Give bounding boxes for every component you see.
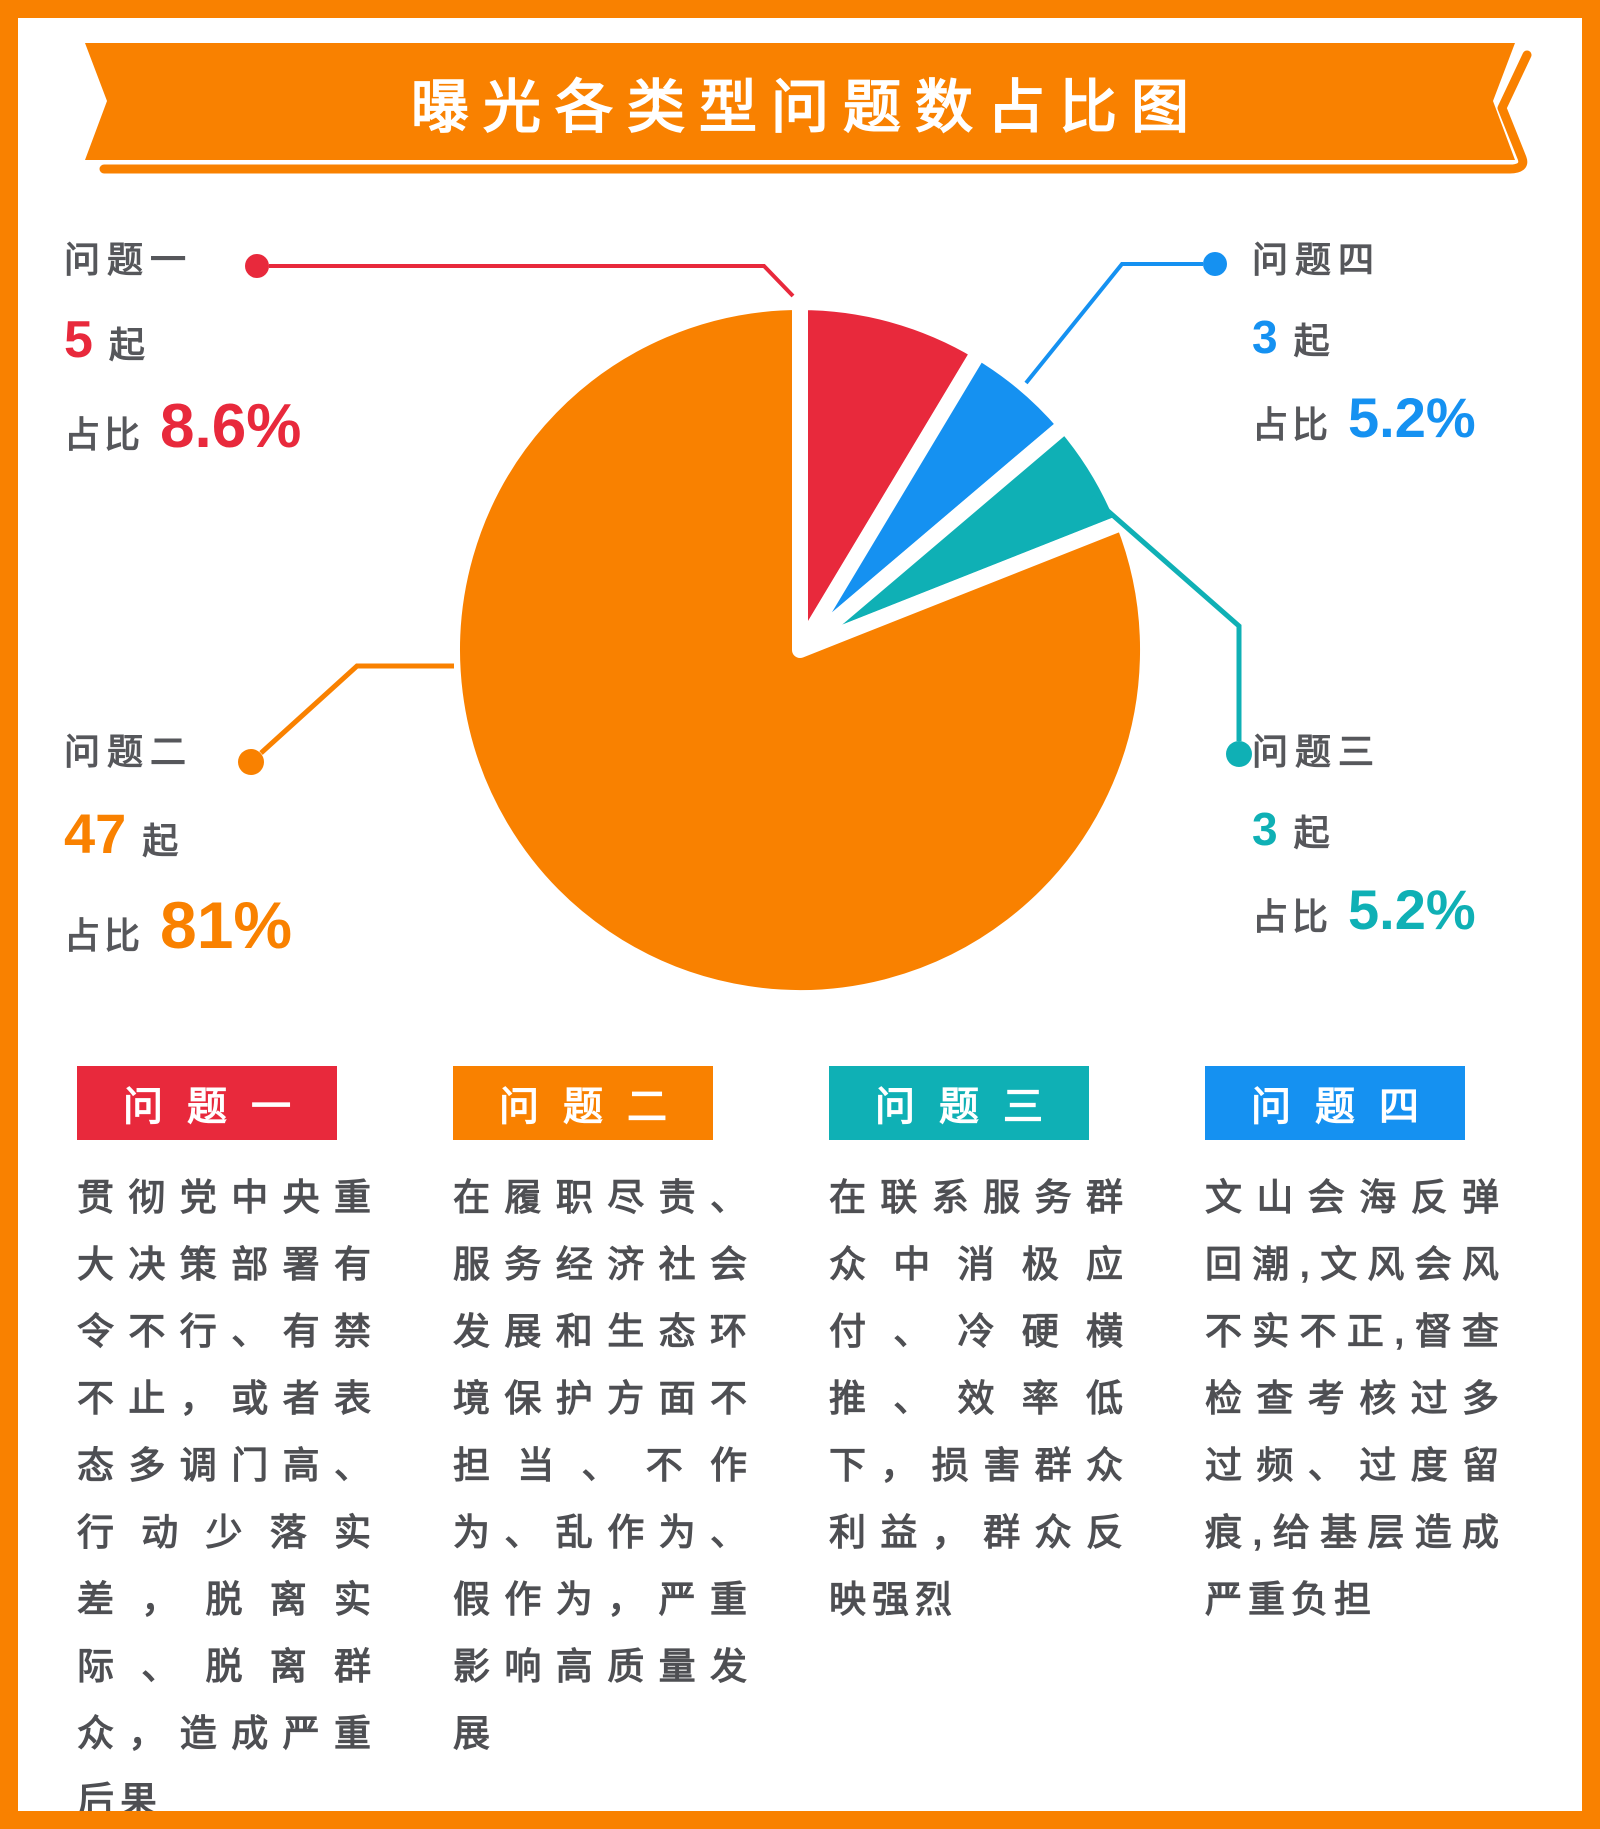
problem-2-count: 47: [64, 802, 127, 865]
problem-2-name: 问题二: [64, 731, 194, 772]
problem-3-badge-label: 问题三: [875, 1085, 1067, 1129]
problem-column-2: 问题二 在履职尽责、服务经济社会发展和生态环境保护方面不担当、不作为、乱作为、假…: [453, 1066, 753, 1829]
banner-ribbon-shadow-line: [99, 50, 1532, 174]
callout-line-problem-4: [1024, 262, 1203, 385]
problem-column-3: 问题三 在联系服务群众中消极应付、冷硬横推、效率低下，损害群众利益，群众反映强烈: [829, 1066, 1129, 1829]
cases-unit-label: 起: [142, 820, 183, 861]
problem-4-description: 文山会海反弹回潮,文风会风不实不正,督查检查考核过多过频、过度留痕,给基层造成严…: [1205, 1177, 1505, 1620]
problem-1-badge-label: 问题一: [123, 1085, 315, 1129]
problem-4-ratio: 5.2%: [1348, 386, 1476, 449]
callout-dot-problem-1: [245, 254, 269, 278]
callout-line-problem-2: [259, 663, 454, 755]
problem-4-count: 3: [1252, 311, 1278, 363]
ratio-prefix-label: 占比: [64, 915, 145, 956]
problem-4-ratio-row: 占比 5.2%: [1252, 390, 1476, 446]
problem-2-ratio-row: 占比 81%: [64, 892, 292, 958]
problem-3-badge: 问题三: [829, 1066, 1089, 1140]
cases-unit-label: 起: [1293, 320, 1334, 361]
problem-1-ratio-row: 占比 8.6%: [64, 396, 301, 458]
callout-line-problem-1: [269, 264, 795, 298]
pie-slice-problem-2: [444, 294, 1156, 1006]
problem-3-count: 3: [1252, 803, 1278, 855]
problem-1-count: 5: [64, 311, 93, 369]
problem-1-description: 贯彻党中央重大决策部署有令不行、有禁不止，或者表态多调门高、行动少落实差，脱离实…: [77, 1177, 377, 1821]
ratio-prefix-label: 占比: [1252, 896, 1333, 937]
problem-1-badge: 问题一: [77, 1066, 337, 1140]
cases-unit-label: 起: [108, 324, 149, 365]
problem-2-badge-label: 问题二: [499, 1085, 691, 1129]
callout-line-problem-3: [1090, 495, 1242, 741]
problem-3-ratio: 5.2%: [1348, 878, 1476, 941]
problem-column-1: 问题一 贯彻党中央重大决策部署有令不行、有禁不止，或者表态多调门高、行动少落实差…: [77, 1066, 377, 1829]
problem-2-description: 在履职尽责、服务经济社会发展和生态环境保护方面不担当、不作为、乱作为、假作为，严…: [453, 1177, 753, 1754]
problem-1-ratio: 8.6%: [160, 392, 302, 461]
callout-dot-problem-3: [1226, 741, 1252, 767]
banner-ribbon: [85, 43, 1515, 160]
problem-1-name: 问题一: [64, 239, 194, 280]
page-title: 曝光各类型问题数占比图: [410, 74, 1203, 140]
callout-dot-problem-2: [238, 749, 264, 775]
callout-dot-problem-4: [1203, 252, 1227, 276]
problem-3-ratio-row: 占比 5.2%: [1252, 882, 1476, 938]
problem-4-name: 问题四: [1252, 239, 1382, 280]
problem-2-count-row: 47 起: [64, 806, 292, 862]
problem-column-4: 问题四 文山会海反弹回潮,文风会风不实不正,督查检查考核过多过频、过度留痕,给基…: [1205, 1066, 1505, 1829]
problem-2-ratio: 81%: [160, 888, 293, 962]
cases-unit-label: 起: [1293, 812, 1334, 853]
problem-2-badge: 问题二: [453, 1066, 713, 1140]
problem-4-badge: 问题四: [1205, 1066, 1465, 1140]
problem-4-badge-label: 问题四: [1251, 1085, 1443, 1129]
problem-3-description: 在联系服务群众中消极应付、冷硬横推、效率低下，损害群众利益，群众反映强烈: [829, 1177, 1129, 1620]
ratio-prefix-label: 占比: [64, 414, 145, 455]
callout-label-problem-2: 问题二 47 起 占比 81%: [64, 730, 292, 984]
problem-3-name: 问题三: [1252, 731, 1382, 772]
ratio-prefix-label: 占比: [1252, 404, 1333, 445]
problem-columns: 问题一 贯彻党中央重大决策部署有令不行、有禁不止，或者表态多调门高、行动少落实差…: [77, 1066, 1505, 1829]
